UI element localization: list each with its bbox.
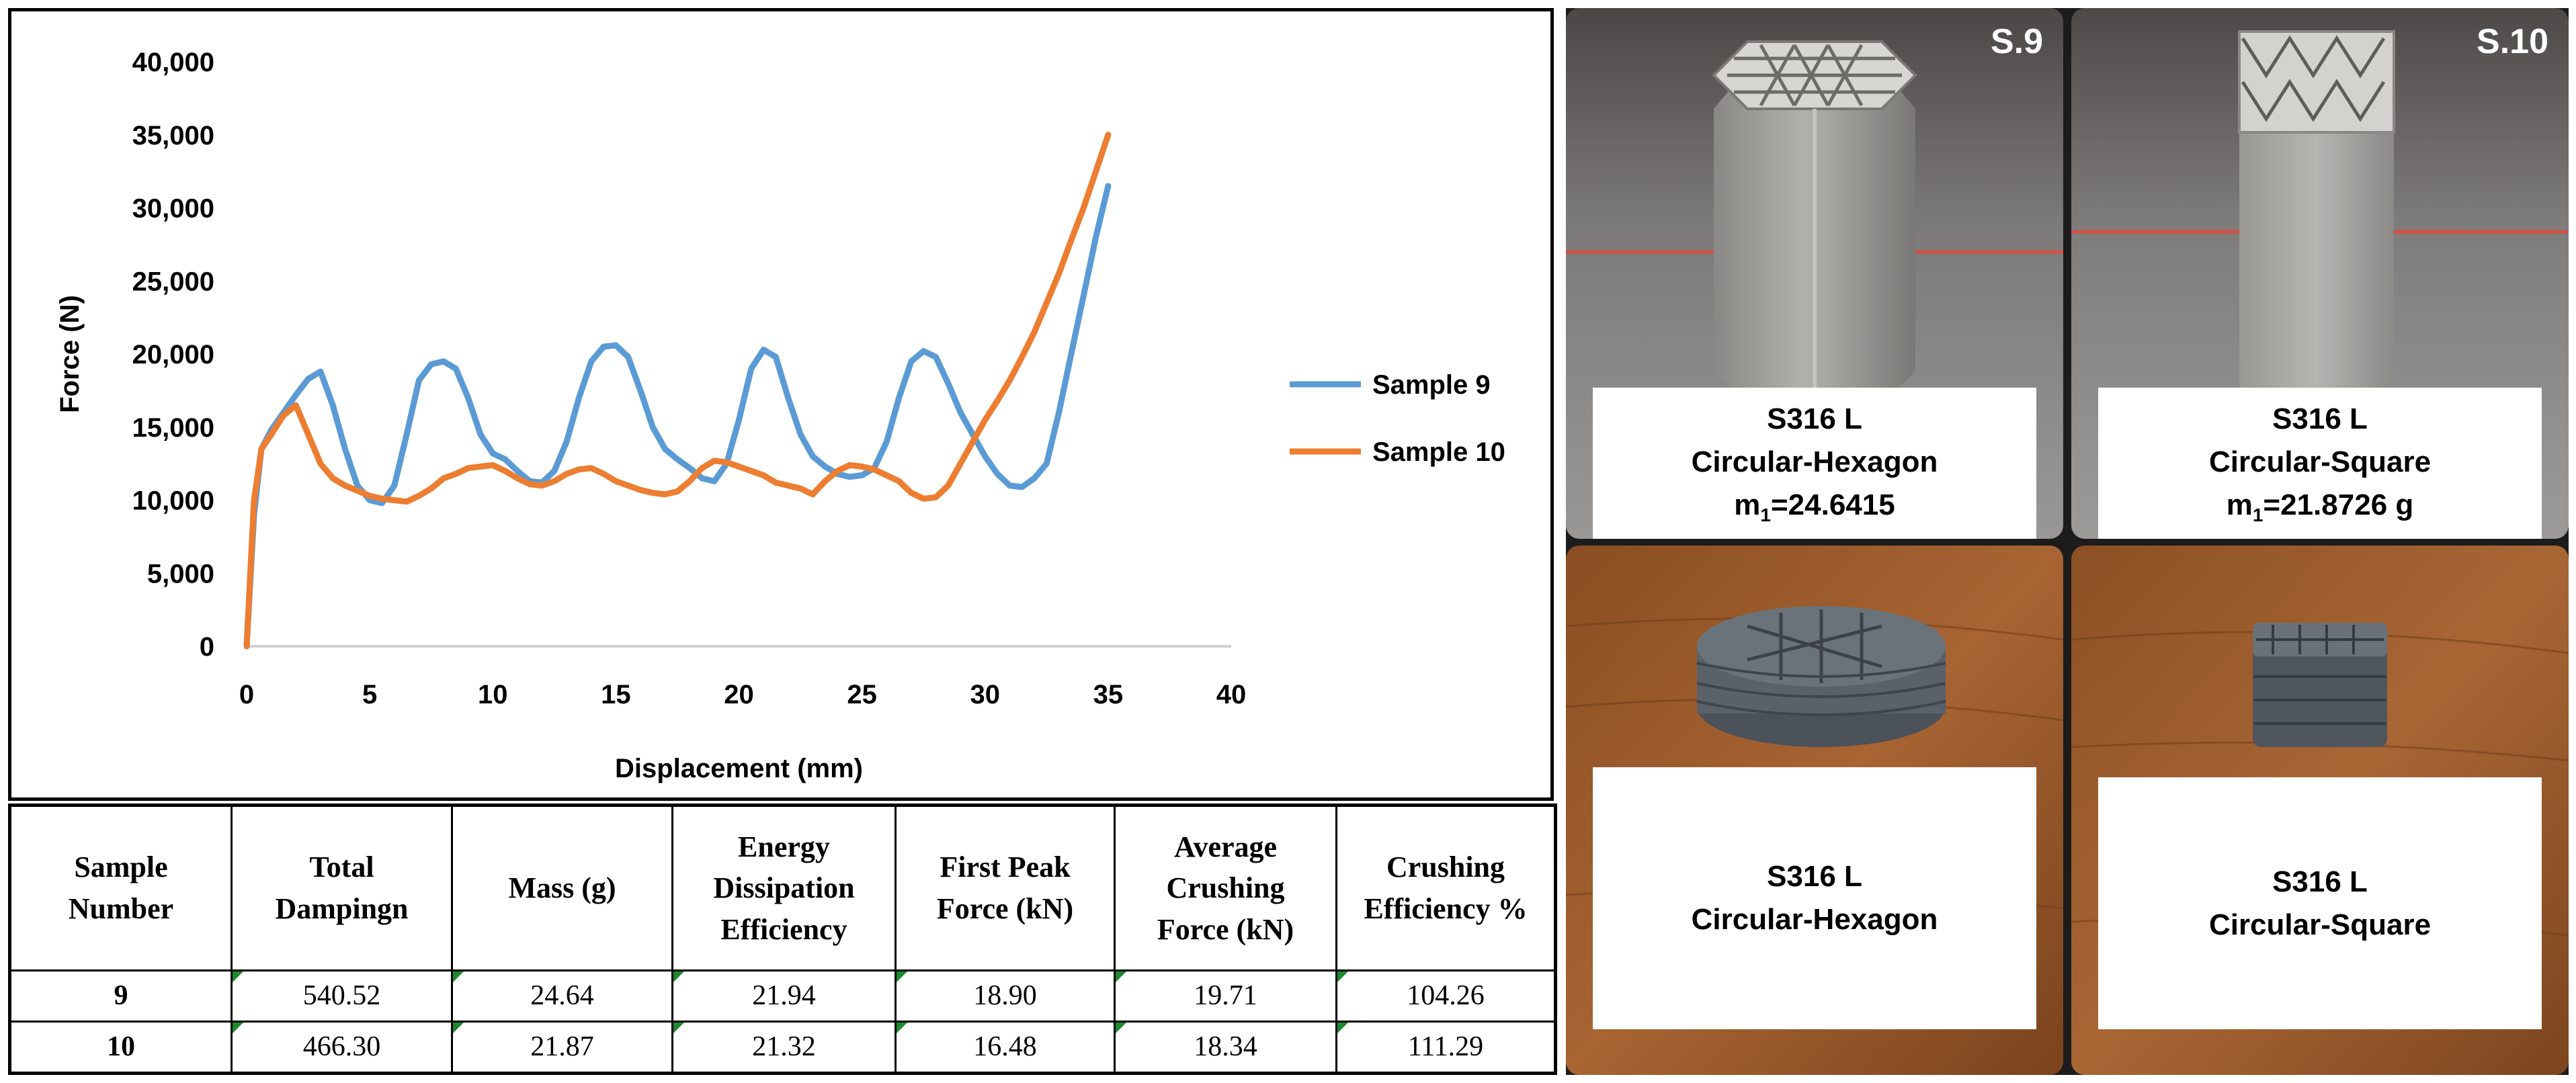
table-cell: 18.34	[1114, 1020, 1337, 1075]
header-line: Average	[1173, 830, 1278, 863]
y-axis-title: Force (N)	[55, 295, 85, 413]
chart-legend: Sample 9 Sample 10	[1290, 370, 1505, 467]
table-cell: 104.26	[1335, 969, 1556, 1023]
x-tick-label: 0	[239, 680, 254, 709]
table-cell: 19.71	[1114, 969, 1337, 1023]
x-tick-label: 10	[478, 680, 508, 709]
table-cell: 540.52	[231, 969, 453, 1023]
photo-sample-9-before: S.9 S316 L Circular-Hexagon m1=24.6415	[1566, 8, 2063, 539]
y-tick-label: 30,000	[132, 194, 214, 224]
x-tick-label: 20	[724, 680, 754, 709]
table-header-cell: Average Crushing Force (kN)	[1114, 804, 1337, 971]
label-material: S316 L	[1767, 860, 1862, 894]
y-tick-label: 0	[200, 632, 214, 662]
header-line: Efficiency	[720, 912, 847, 946]
label-shape: Circular-Square	[2208, 445, 2432, 478]
header-line: Mass (g)	[508, 871, 616, 905]
y-tick-label: 25,000	[132, 267, 214, 296]
table-cell: 466.30	[231, 1020, 453, 1075]
header-line: Crushing	[1166, 871, 1285, 905]
y-axis-ticks: 0 5,000 10,000 15,000 20,000 25,000 30,000 35,0…	[132, 48, 214, 662]
table-header-cell: First Peak Force (kN)	[895, 804, 1116, 971]
table-cell: 21.87	[451, 1020, 673, 1075]
label-material: S316 L	[2272, 402, 2368, 435]
y-tick-label: 35,000	[132, 121, 214, 150]
label-material: S316 L	[2272, 865, 2368, 898]
y-tick-label: 10,000	[132, 486, 214, 516]
series-lines	[243, 132, 1112, 650]
label-mass: m1=21.8726 g	[2226, 488, 2414, 525]
header-line: First Peak	[940, 851, 1071, 884]
table-row: 9 540.52 24.64 21.94 18.90 19.71 104.26	[9, 969, 1556, 1023]
label-card-s10-bottom: S316 L Circular-Square	[2098, 777, 2542, 1029]
header-line: Total	[309, 851, 374, 884]
y-tick-label: 15,000	[132, 413, 214, 443]
table-cell: 21.32	[671, 1020, 897, 1075]
x-tick-label: 30	[970, 680, 1001, 709]
legend-label-1: Sample 9	[1372, 370, 1491, 400]
table-cell: 18.90	[895, 969, 1116, 1023]
results-table: Sample Number Total Dampingn Mass (g) Energy D…	[8, 804, 1557, 1075]
photo-sample-10-after: S316 L Circular-Square	[2071, 546, 2569, 1075]
header-line: Dissipation	[713, 871, 855, 905]
x-tick-label: 35	[1093, 680, 1124, 709]
label-shape: Circular-Hexagon	[1691, 903, 1938, 936]
sample-10-tag: S.10	[2477, 22, 2548, 61]
header-line: Energy	[738, 830, 830, 863]
label-material: S316 L	[1767, 402, 1862, 435]
legend-label-2: Sample 10	[1372, 437, 1505, 467]
photo-sample-9-after: S316 L Circular-Hexagon	[1566, 546, 2063, 1075]
label-shape: Circular-Hexagon	[1691, 445, 1938, 478]
sample-9-tag: S.9	[1990, 22, 2043, 61]
force-displacement-chart: 0 5,000 10,000 15,000 20,000 25,000 30,000 35,0…	[8, 8, 1554, 801]
sample-number-cell: 9	[9, 969, 233, 1023]
table-cell: 21.94	[671, 969, 897, 1023]
label-shape: Circular-Square	[2208, 908, 2432, 941]
y-tick-label: 40,000	[132, 48, 214, 77]
y-tick-label: 5,000	[147, 559, 214, 589]
table-header-cell: Total Dampingn	[231, 804, 453, 971]
x-tick-label: 5	[362, 680, 377, 709]
table-body: 9 540.52 24.64 21.94 18.90 19.71 104.26 10 466.3…	[9, 969, 1556, 1075]
x-tick-label: 40	[1216, 680, 1247, 709]
table-cell: 24.64	[451, 969, 673, 1023]
sample-photos: S.9 S316 L Circular-Hexagon m1=24.6415	[1566, 8, 2569, 1075]
label-card-s9-bottom: S316 L Circular-Hexagon	[1593, 767, 2036, 1029]
header-line: Dampingn	[275, 892, 409, 925]
header-line: Force (kN)	[1157, 912, 1294, 946]
series-line-1	[243, 183, 1112, 650]
table-header-row: Sample Number Total Dampingn Mass (g) Energy D…	[9, 804, 1556, 971]
chart-canvas: 0 5,000 10,000 15,000 20,000 25,000 30,000 35,0…	[55, 48, 1505, 783]
label-mass: m1=24.6415	[1734, 488, 1895, 525]
table-header-cell: Crushing Efficiency %	[1335, 804, 1556, 971]
series-line-2	[243, 132, 1112, 650]
table-row: 10 466.30 21.87 21.32 16.48 18.34 111.29	[9, 1020, 1556, 1075]
x-axis-ticks: 0 5 10 15 20 25 30 35 40	[239, 680, 1246, 709]
x-axis-title: Displacement (mm)	[615, 754, 863, 783]
label-card-s10-top: S316 L Circular-Square m1=21.8726 g	[2098, 388, 2542, 539]
table-cell: 16.48	[895, 1020, 1116, 1075]
table-header-cell: Energy Dissipation Efficiency	[671, 804, 897, 971]
header-line: Sample	[74, 851, 168, 884]
x-tick-label: 15	[601, 680, 631, 709]
y-tick-label: 20,000	[132, 340, 214, 370]
photo-sample-10-before: S.10 S316 L Circular-Square m1=21.8726 g	[2071, 8, 2569, 539]
header-line: Efficiency %	[1364, 892, 1528, 925]
table-cell: 111.29	[1335, 1020, 1556, 1075]
x-tick-label: 25	[847, 680, 877, 709]
header-line: Number	[68, 892, 174, 925]
table-header-cell: Sample Number	[9, 804, 233, 971]
label-card-s9-top: S316 L Circular-Hexagon m1=24.6415	[1593, 388, 2036, 539]
header-line: Force (kN)	[936, 892, 1074, 925]
header-line: Crushing	[1386, 851, 1505, 884]
table-header-cell: Mass (g)	[451, 804, 673, 971]
sample-number-cell: 10	[9, 1020, 233, 1075]
